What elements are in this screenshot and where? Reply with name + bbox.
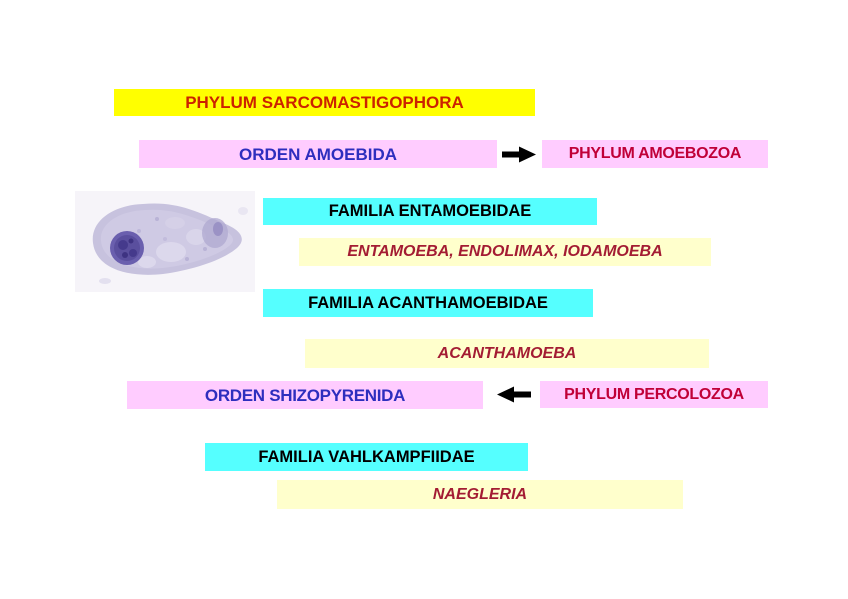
familia-entamoebidae-box: FAMILIA ENTAMOEBIDAE [263, 198, 597, 225]
familia-vahlkampfiidae-box: FAMILIA VAHLKAMPFIIDAE [205, 443, 528, 471]
amoeba-micrograph-image [75, 191, 255, 292]
familia-acanthamoebidae-box: FAMILIA ACANTHAMOEBIDAE [263, 289, 593, 317]
orden-amoebida-box: ORDEN AMOEBIDA [139, 140, 497, 168]
orden-shizopyrenida-box: ORDEN SHIZOPYRENIDA [127, 381, 483, 409]
entamoebidae-genera-box: ENTAMOEBA, ENDOLIMAX, IODAMOEBA [299, 238, 711, 266]
naegleria-genus-box: NAEGLERIA [277, 480, 683, 509]
phylum-percolozoa-box: PHYLUM PERCOLOZOA [540, 381, 768, 408]
phylum-amoebozoa-box: PHYLUM AMOEBOZOA [542, 140, 768, 168]
phylum-sarcomastigophora-box: PHYLUM SARCOMASTIGOPHORA [114, 89, 535, 116]
right-arrow-icon [502, 146, 536, 163]
left-arrow-icon [497, 386, 531, 403]
acanthamoeba-genus-box: ACANTHAMOEBA [305, 339, 709, 368]
